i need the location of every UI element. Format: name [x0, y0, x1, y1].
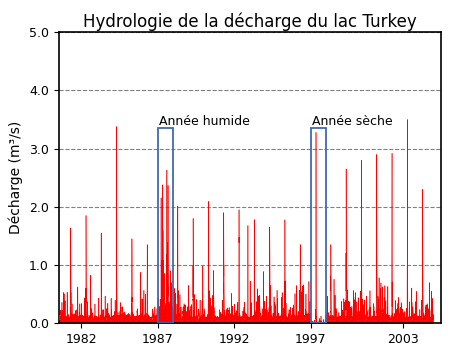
Y-axis label: Décharge (m³/s): Décharge (m³/s) — [9, 121, 23, 234]
Text: Année humide: Année humide — [159, 115, 250, 129]
Bar — [311, 128, 326, 323]
Bar — [158, 128, 173, 323]
Text: Année sèche: Année sèche — [312, 115, 393, 129]
Title: Hydrologie de la décharge du lac Turkey: Hydrologie de la décharge du lac Turkey — [83, 12, 417, 31]
